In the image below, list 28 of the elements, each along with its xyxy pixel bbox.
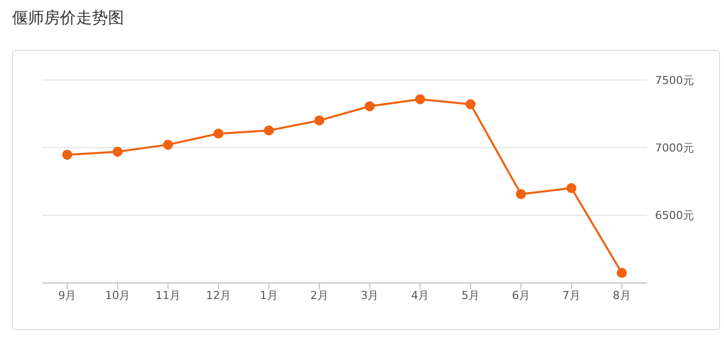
x-tick-label: 11月 xyxy=(156,288,181,302)
point xyxy=(616,268,627,278)
y-tick-label: 7500元 xyxy=(655,74,694,87)
point xyxy=(516,189,526,200)
x-tick-label: 1月 xyxy=(260,288,278,302)
point xyxy=(112,146,123,157)
point xyxy=(163,140,174,150)
point xyxy=(364,101,375,112)
x-tick-label: 10月 xyxy=(105,288,130,302)
point xyxy=(264,125,274,136)
x-tick-label: 12月 xyxy=(206,288,231,302)
x-tick-label: 3月 xyxy=(360,288,379,302)
x-tick-label: 8月 xyxy=(612,288,631,302)
x-tick-label: 7月 xyxy=(562,288,580,302)
point xyxy=(62,150,72,160)
point xyxy=(213,128,224,139)
chart-title: 偃师房价走势图 xyxy=(12,8,124,29)
x-tick-label: 2月 xyxy=(310,288,328,302)
point xyxy=(566,183,576,194)
point xyxy=(314,115,324,126)
x-tick-label: 4月 xyxy=(411,288,430,302)
point xyxy=(466,99,476,110)
y-tick-label: 7000元 xyxy=(655,142,694,155)
x-tick-label: 9月 xyxy=(58,288,76,302)
y-tick-label: 6500元 xyxy=(655,209,694,222)
x-tick-label: 5月 xyxy=(462,288,480,302)
point xyxy=(415,94,426,104)
x-tick-label: 6月 xyxy=(512,288,530,302)
